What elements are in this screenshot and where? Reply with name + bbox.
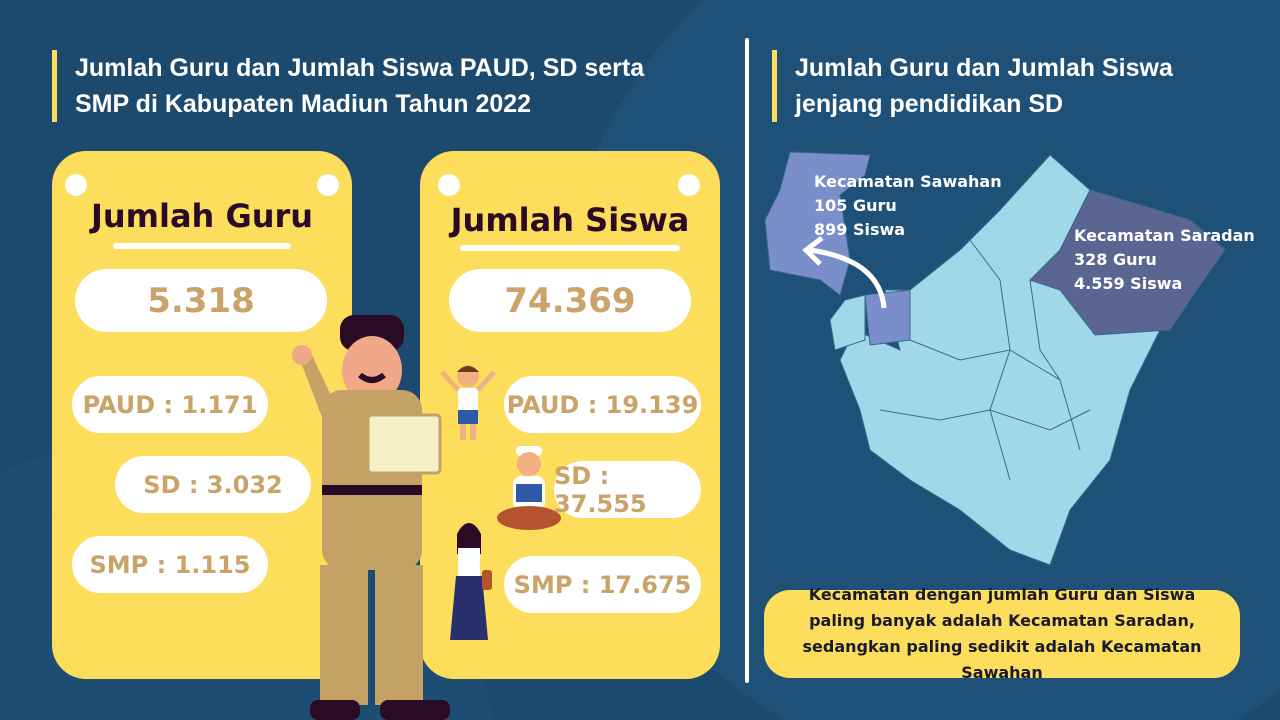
map-region-sawahan-2 [864,289,911,346]
summary-note: Kecamatan dengan jumlah Guru dan Siswa p… [764,585,1240,682]
student-boy-illustration [440,365,496,440]
saradan-siswa: 4.559 Siswa [1074,274,1183,293]
left-title: Jumlah Guru dan Jumlah Siswa PAUD, SD se… [52,50,732,122]
right-title-line1: Jumlah Guru dan Jumlah Siswa [795,54,1173,82]
card-hole [65,174,87,196]
card-hole [317,174,339,196]
sawahan-label: Kecamatan Sawahan 105 Guru 899 Siswa [814,170,1002,242]
summary-text: Kecamatan dengan jumlah Guru dan Siswa p… [802,585,1202,682]
arrow-head-icon [802,236,824,266]
siswa-smp: SMP : 17.675 [504,556,701,613]
right-title: Jumlah Guru dan Jumlah Siswa jenjang pen… [772,50,1252,122]
saradan-guru: 328 Guru [1074,250,1157,269]
left-title-line2: SMP di Kabupaten Madiun Tahun 2022 [75,90,532,118]
map-region-west [829,294,866,351]
sawahan-guru: 105 Guru [814,196,897,215]
siswa-total: 74.369 [449,269,691,332]
guru-heading: Jumlah Guru [90,197,314,235]
guru-card: Jumlah Guru 5.318 PAUD : 1.171 SD : 3.03… [52,151,352,679]
arrow-icon [809,247,887,309]
student-girl-illustration [450,523,492,640]
map-region-saradan [1029,189,1226,336]
siswa-heading: Jumlah Siswa [450,201,690,239]
saradan-label: Kecamatan Saradan 328 Guru 4.559 Siswa [1074,224,1255,296]
guru-smp: SMP : 1.115 [72,536,268,593]
madiun-map [764,151,1226,566]
guru-sd: SD : 3.032 [115,456,311,513]
teacher-illustration [292,315,450,720]
sawahan-siswa: 899 Siswa [814,220,906,239]
siswa-sd: SD : 37.555 [554,461,701,518]
right-title-line2: jenjang pendidikan SD [795,90,1064,118]
heading-underline [113,243,291,249]
saradan-name: Kecamatan Saradan [1074,226,1255,245]
guru-paud: PAUD : 1.171 [72,376,268,433]
card-hole [438,174,460,196]
left-title-line1: Jumlah Guru dan Jumlah Siswa PAUD, SD se… [75,54,645,82]
map-borders [879,239,1091,481]
divider [745,38,749,683]
siswa-paud: PAUD : 19.139 [504,376,701,433]
sawahan-name: Kecamatan Sawahan [814,172,1002,191]
card-hole [678,174,700,196]
student-reading-illustration [497,446,561,530]
guru-total: 5.318 [75,269,327,332]
heading-underline [460,245,680,251]
